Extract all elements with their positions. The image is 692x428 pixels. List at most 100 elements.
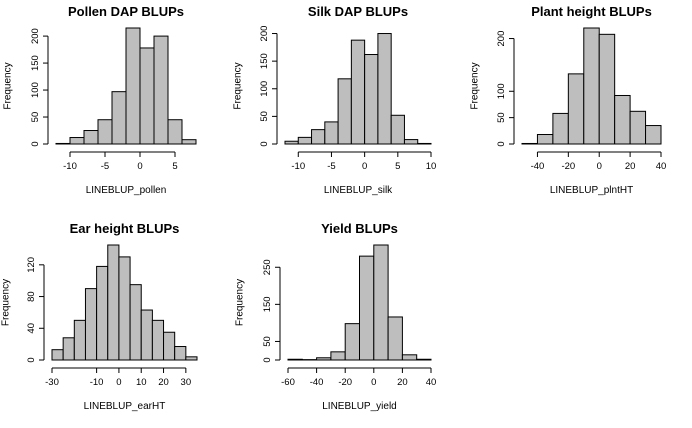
histogram-bar xyxy=(84,288,98,361)
histogram-bar xyxy=(125,27,141,145)
histogram-bar xyxy=(364,54,379,145)
histogram-bar xyxy=(614,94,631,145)
histogram-bar xyxy=(330,351,346,361)
histogram-bar xyxy=(403,139,419,145)
x-tick-label: -40 xyxy=(531,161,545,172)
histogram-bar xyxy=(174,346,187,361)
x-tick-label: -5 xyxy=(101,161,109,172)
x-tick-label: 40 xyxy=(426,377,437,388)
y-tick-label: 0 xyxy=(26,357,37,362)
x-tick-label: 10 xyxy=(426,161,437,172)
x-tick-label: 0 xyxy=(597,161,602,172)
histogram-bar xyxy=(118,256,131,361)
x-axis-label: LINEBLUP_pollen xyxy=(86,185,167,196)
histogram-bar xyxy=(359,255,375,361)
y-tick-label: 100 xyxy=(30,82,41,98)
histogram-bar xyxy=(536,134,554,145)
histogram-bar xyxy=(373,244,389,361)
histogram-panel-1: Pollen DAP BLUPs -10 -5 0 5 LINEBLUP_pollen 0 5… xyxy=(3,4,197,196)
histogram-bar xyxy=(153,35,169,145)
histogram-bar xyxy=(73,319,86,361)
histogram-bar xyxy=(140,309,153,361)
histogram-bar xyxy=(567,73,585,145)
histogram-bar xyxy=(598,33,616,145)
histogram-bar xyxy=(390,114,405,145)
histogram-bar xyxy=(344,323,361,361)
y-axis-label: Frequency xyxy=(1,279,12,326)
y-tick-label: 120 xyxy=(26,257,37,273)
y-tick-label: 0 xyxy=(262,357,273,362)
histogram-bar xyxy=(129,284,142,361)
x-tick-label: 0 xyxy=(362,161,367,172)
chart-title: Yield BLUPs xyxy=(321,221,398,236)
y-tick-label: 50 xyxy=(259,111,270,122)
histogram-bar xyxy=(583,27,600,145)
y-tick-label: 0 xyxy=(496,141,507,146)
histogram-panel-5: Yield BLUPs -60 -40 -20 0 20 40 LINEBLUP_yield 0… xyxy=(235,221,437,412)
x-tick-label: 0 xyxy=(137,161,142,172)
y-tick-label: 80 xyxy=(26,291,37,302)
x-tick-label: 30 xyxy=(181,377,192,388)
chart-title: Plant height BLUPs xyxy=(531,4,652,19)
x-tick-label: -10 xyxy=(63,161,77,172)
y-tick-label: 40 xyxy=(26,323,37,334)
histogram-bar xyxy=(287,358,303,361)
x-axis-label: LINEBLUP_silk xyxy=(324,185,393,196)
histogram-bar xyxy=(139,47,155,145)
histogram-panel-2: Silk DAP BLUPs -10 -5 0 5 10 LINEBLUP_silk 0 50 1… xyxy=(233,4,437,196)
histogram-bar xyxy=(337,78,352,145)
histogram-panel-3: Plant height BLUPs -40 -20 0 20 40 LINEBLUP_pl… xyxy=(470,4,667,196)
histogram-bar xyxy=(324,121,339,145)
histogram-bar xyxy=(83,130,99,145)
histogram-bar xyxy=(163,331,176,361)
x-tick-label: 5 xyxy=(395,161,400,172)
x-tick-label: 20 xyxy=(397,377,408,388)
y-axis-label: Frequency xyxy=(470,62,481,109)
y-tick-label: 250 xyxy=(262,259,273,275)
x-tick-label: 0 xyxy=(371,377,376,388)
histogram-bar xyxy=(311,129,326,145)
histogram-bar xyxy=(316,357,332,361)
histogram-bar xyxy=(55,142,71,145)
x-tick-label: 40 xyxy=(656,161,667,172)
x-tick-label: -10 xyxy=(90,377,104,388)
chart-title: Ear height BLUPs xyxy=(70,221,180,236)
histogram-bar xyxy=(377,33,392,145)
x-tick-label: -20 xyxy=(338,377,352,388)
y-axis-label: Frequency xyxy=(235,279,246,326)
y-axis-label: Frequency xyxy=(3,62,14,109)
histogram-bar xyxy=(181,139,197,145)
x-tick-label: 20 xyxy=(158,377,169,388)
x-axis-label: LINEBLUP_yield xyxy=(322,401,396,412)
chart-title: Pollen DAP BLUPs xyxy=(68,4,184,19)
x-tick-label: -20 xyxy=(561,161,575,172)
histogram-bar xyxy=(51,349,64,361)
x-tick-label: 0 xyxy=(116,377,121,388)
y-axis-label: Frequency xyxy=(233,62,244,109)
histogram-bar xyxy=(185,356,198,361)
histogram-bar xyxy=(297,136,313,145)
histogram-bar xyxy=(645,125,662,145)
y-tick-label: 200 xyxy=(30,28,41,44)
y-tick-label: 150 xyxy=(259,53,270,69)
histogram-bar xyxy=(416,358,432,361)
histogram-bar xyxy=(284,140,299,145)
x-tick-label: 5 xyxy=(172,161,177,172)
x-tick-label: 20 xyxy=(625,161,636,172)
histogram-bar xyxy=(521,142,538,145)
histogram-bar xyxy=(96,265,109,361)
histogram-bar xyxy=(167,119,183,145)
y-tick-label: 50 xyxy=(262,336,273,347)
histogram-bar xyxy=(107,244,120,361)
histogram-bar xyxy=(69,137,85,145)
x-tick-label: -30 xyxy=(45,377,59,388)
histogram-bar xyxy=(97,119,113,145)
histogram-bar xyxy=(629,110,647,145)
x-tick-label: -5 xyxy=(327,161,335,172)
histogram-bar xyxy=(552,112,569,145)
y-tick-label: 200 xyxy=(259,26,270,42)
histogram-bar xyxy=(111,91,127,145)
y-tick-label: 0 xyxy=(30,141,41,146)
y-tick-label: 150 xyxy=(262,296,273,312)
